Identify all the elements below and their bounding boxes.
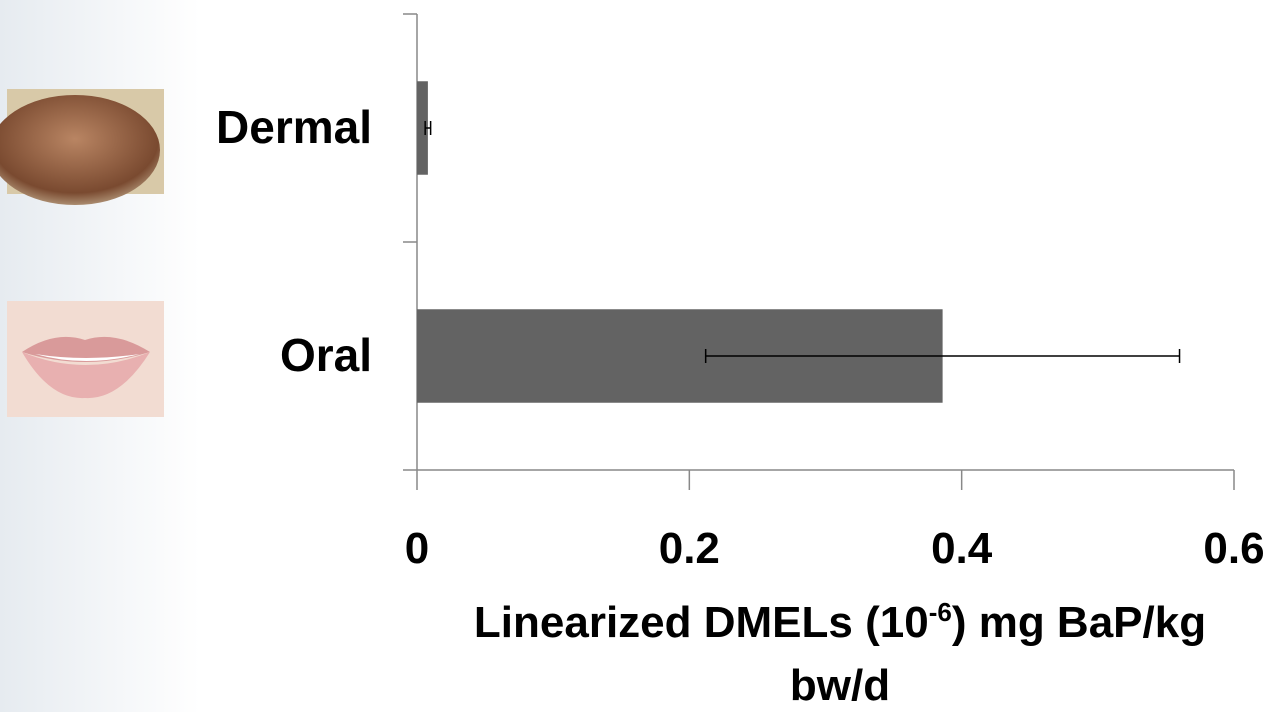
error-bar [424,121,432,135]
bar [417,81,428,175]
x-tick-label: 0.2 [659,524,720,573]
error-bar [704,349,1181,363]
lips-image [7,301,164,417]
category-label: Dermal [216,101,372,153]
x-axis-label-line2: bw/d [790,661,890,710]
x-axis-label-part: ) mg BaP/kg [952,598,1206,647]
x-tick-label: 0.4 [931,524,993,573]
x-tick-label: 0 [405,524,429,573]
x-axis-label: Linearized DMELs (10-6) mg BaP/kg [474,597,1206,647]
x-tick-label: 0.6 [1203,524,1264,573]
x-axis-label-superscript: -6 [929,597,952,627]
x-axis-label-part: Linearized DMELs (10 [474,598,929,647]
category-label: Oral [280,329,372,381]
finger-image [0,89,164,205]
